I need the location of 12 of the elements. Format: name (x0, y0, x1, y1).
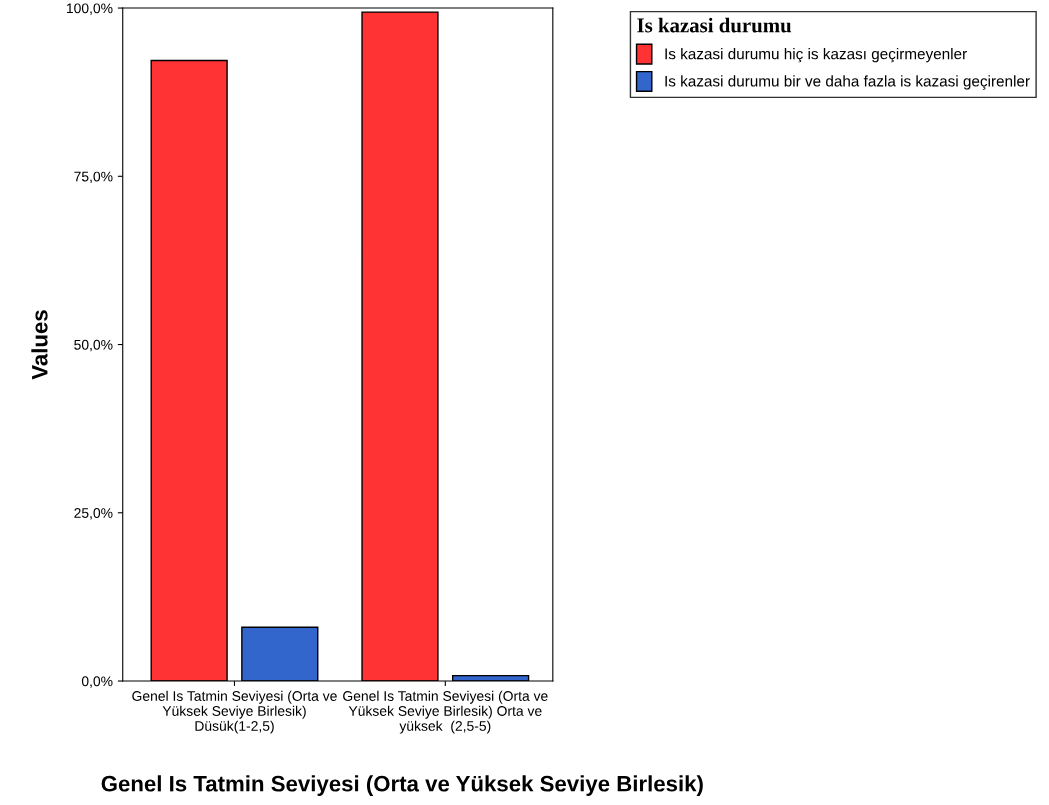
legend-label: Is kazasi durumu bir ve daha fazla is kazasi geçirenler (665, 75, 1030, 90)
x-tick-label: Genel Is Tatmin Seviyesi (Orta ve Yüksek Seviye Birlesik) Orta ve yüksek (2,5-5) (343, 690, 548, 734)
x-axis-title: Genel Is Tatmin Seviyesi (Orta ve Yüksek Seviye Birlesik) (101, 775, 703, 796)
y-tick-label: 100,0% (66, 3, 113, 15)
y-tick-label: 50,0% (74, 339, 113, 352)
y-tick-label: 0,0% (81, 676, 113, 688)
y-tick-label: 75,0% (74, 171, 113, 184)
y-tick-label: 25,0% (74, 508, 113, 520)
legend-title: Is kazasi durumu (637, 17, 792, 33)
legend-label: Is kazasi durumu hiç is kazası geçirmeyenler (665, 48, 967, 63)
x-tick-label: Genel Is Tatmin Seviyesi (Orta ve Yüksek Seviye Birlesik) Düsük(1-2,5) (132, 690, 337, 734)
y-axis-title: Values (31, 310, 48, 380)
